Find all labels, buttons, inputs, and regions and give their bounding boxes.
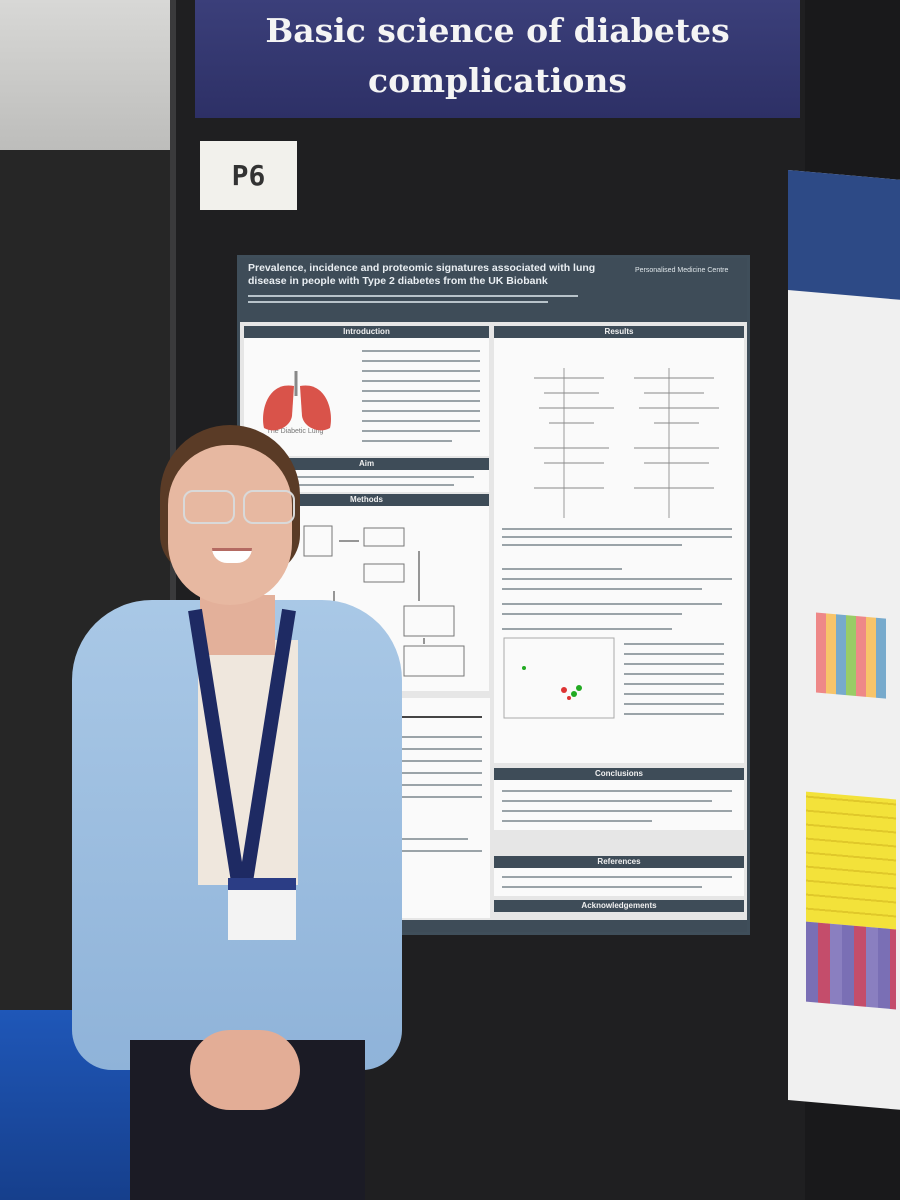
glasses-lens-right: [243, 490, 295, 524]
section-results: Results: [494, 326, 744, 338]
results-table-pane: [390, 698, 490, 918]
adjacent-heatmap: [816, 612, 886, 699]
conclusions-pane: [494, 780, 744, 830]
lung-image-caption: The Diabetic Lung: [266, 428, 324, 435]
poster-header: Prevalence, incidence and proteomic sign…: [240, 258, 747, 322]
section-introduction: Introduction: [244, 326, 489, 338]
results-pane: [494, 338, 744, 763]
institution-logo: Personalised Medicine Centre: [635, 267, 729, 274]
lung-illustration: [263, 371, 331, 431]
section-acknowledgements: Acknowledgements: [494, 900, 744, 912]
introduction-pane: The Diabetic Lung: [244, 338, 489, 456]
section-conclusions: Conclusions: [494, 768, 744, 780]
section-aim: Aim: [244, 458, 489, 470]
person-neck: [200, 595, 275, 655]
person-hands: [190, 1030, 300, 1110]
person-face: [168, 445, 292, 605]
banner-title-line1: Basic science of diabetes: [265, 11, 730, 50]
background-wall: [0, 0, 175, 150]
poster-authors: [248, 293, 628, 303]
references-pane: [494, 868, 744, 896]
person-smile: [212, 548, 252, 563]
adjacent-table-purple: [806, 921, 896, 1010]
poster-title: Prevalence, incidence and proteomic sign…: [248, 262, 596, 287]
aim-pane: [244, 470, 489, 492]
section-methods: Methods: [244, 494, 489, 506]
name-badge: [228, 878, 296, 940]
board-number-card: P6: [200, 141, 297, 210]
adjacent-poster-header: [788, 170, 900, 300]
section-references: References: [494, 856, 744, 868]
adjacent-poster: [788, 170, 900, 1110]
banner-title-line2: complications: [367, 61, 627, 100]
session-banner: Basic science of diabetes complications: [195, 0, 800, 118]
adjacent-table-yellow: [806, 791, 896, 930]
forest-plot-figure: [502, 368, 732, 719]
glasses-icon: [183, 490, 235, 524]
